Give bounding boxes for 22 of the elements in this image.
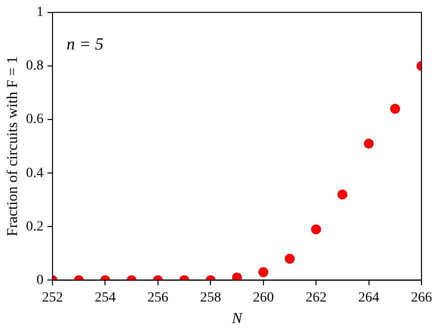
point	[364, 138, 374, 149]
x-tick-label: 262	[306, 290, 327, 306]
point	[232, 272, 242, 280]
x-tick-label: 264	[358, 290, 380, 306]
point	[390, 104, 400, 114]
x-tick-label: 260	[252, 290, 274, 306]
x-tick-label: 256	[147, 290, 168, 306]
x-tick-label: 258	[200, 290, 222, 306]
y-tick-label: 0	[36, 272, 44, 288]
x-axis-title: N	[230, 310, 243, 327]
annotation: n = 5	[66, 34, 104, 54]
y-tick-label: 0.2	[26, 219, 44, 234]
y-tick-label: 1	[36, 5, 44, 20]
point	[311, 224, 322, 234]
y-tick-label: 0.8	[26, 58, 44, 74]
y-axis-title: Fraction of circuits with F = 1	[4, 56, 21, 236]
x-tick-label: 266	[411, 290, 432, 306]
x-tick-label: 254	[94, 290, 116, 306]
y-tick-label: 0.6	[26, 112, 44, 128]
x-tick-label: 252	[42, 290, 63, 306]
y-tick-label: 0.4	[26, 166, 44, 181]
point	[337, 190, 348, 200]
